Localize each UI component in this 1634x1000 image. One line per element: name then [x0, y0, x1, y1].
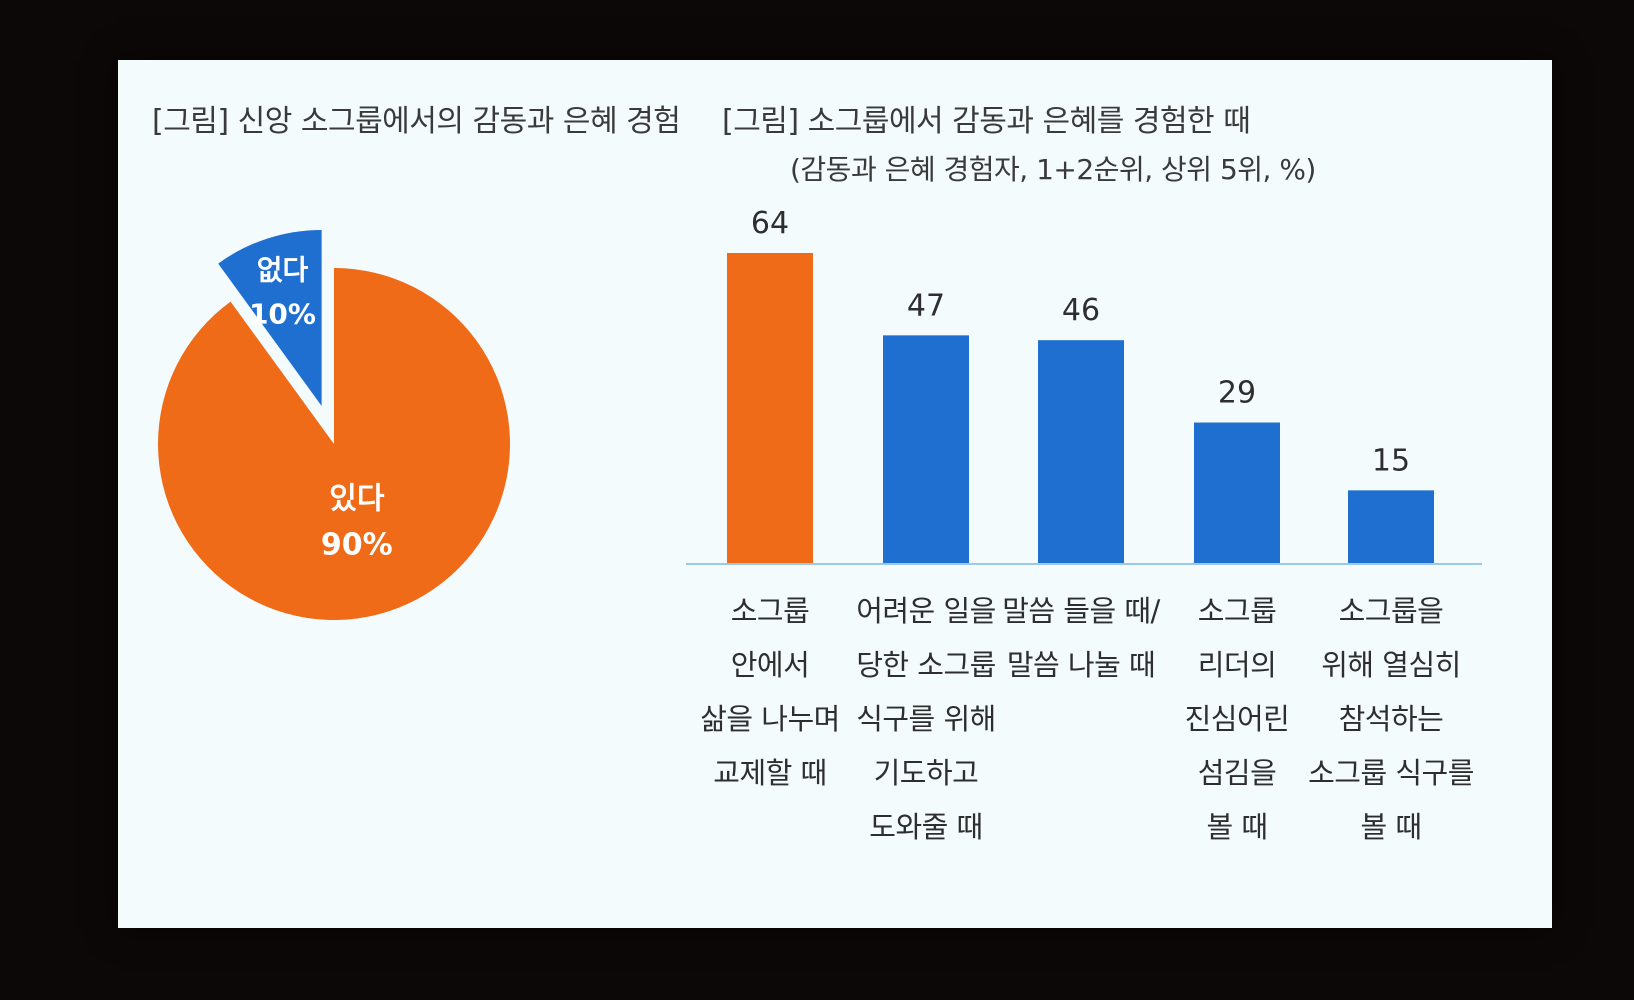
- pie-slice-label: 있다: [329, 481, 385, 516]
- bar-value-label: 46: [1062, 293, 1100, 328]
- bar-category-label: 말씀 들을 때/ 말씀 나눌 때: [1002, 594, 1160, 682]
- pie-slice-value-label: 10%: [249, 297, 316, 330]
- bar-category-label: 어려운 일을 당한 소그룹 식구를 위해 기도하고 도와줄 때: [856, 594, 996, 844]
- bar-category-label: 소그룹 안에서 삶을 나누며 교제할 때: [700, 594, 840, 790]
- pie-slice-label: 없다: [257, 253, 309, 286]
- bar-value-label: 47: [907, 288, 945, 323]
- bar-2: [883, 335, 969, 563]
- bar-value-label: 64: [751, 206, 789, 241]
- bar-value-label: 29: [1218, 376, 1256, 411]
- pie-chart: 있다 90% 없다 10%: [157, 229, 510, 621]
- bar-category-label: 소그룹을 위해 열심히 참석하는 소그룹 식구를 볼 때: [1308, 594, 1474, 844]
- bar-category-label: 소그룹 리더의 진심어린 섬김을 볼 때: [1184, 594, 1290, 844]
- bar-5: [1348, 490, 1434, 563]
- pie-slice-2: [218, 229, 322, 406]
- bar-3: [1038, 340, 1124, 563]
- bar-chart-subtitle: (감동과 은혜 경험자, 1+2순위, 상위 5위, %): [790, 153, 1316, 186]
- bar-chart: 64 47 46 29 15: [686, 206, 1482, 565]
- bar-chart-title: [그림] 소그룹에서 감동과 은혜를 경험한 때: [722, 104, 1251, 139]
- pie-slice-1: [157, 268, 510, 621]
- pie-slice-value-label: 90%: [321, 527, 393, 562]
- bar-4: [1194, 422, 1280, 563]
- slide: [그림] 신앙 소그룹에서의 감동과 은혜 경험 [그림] 소그룹에서 감동과 …: [118, 60, 1552, 928]
- bar-1: [727, 253, 813, 563]
- bar-value-label: 15: [1372, 443, 1410, 478]
- pie-chart-title: [그림] 신앙 소그룹에서의 감동과 은혜 경험: [152, 104, 681, 139]
